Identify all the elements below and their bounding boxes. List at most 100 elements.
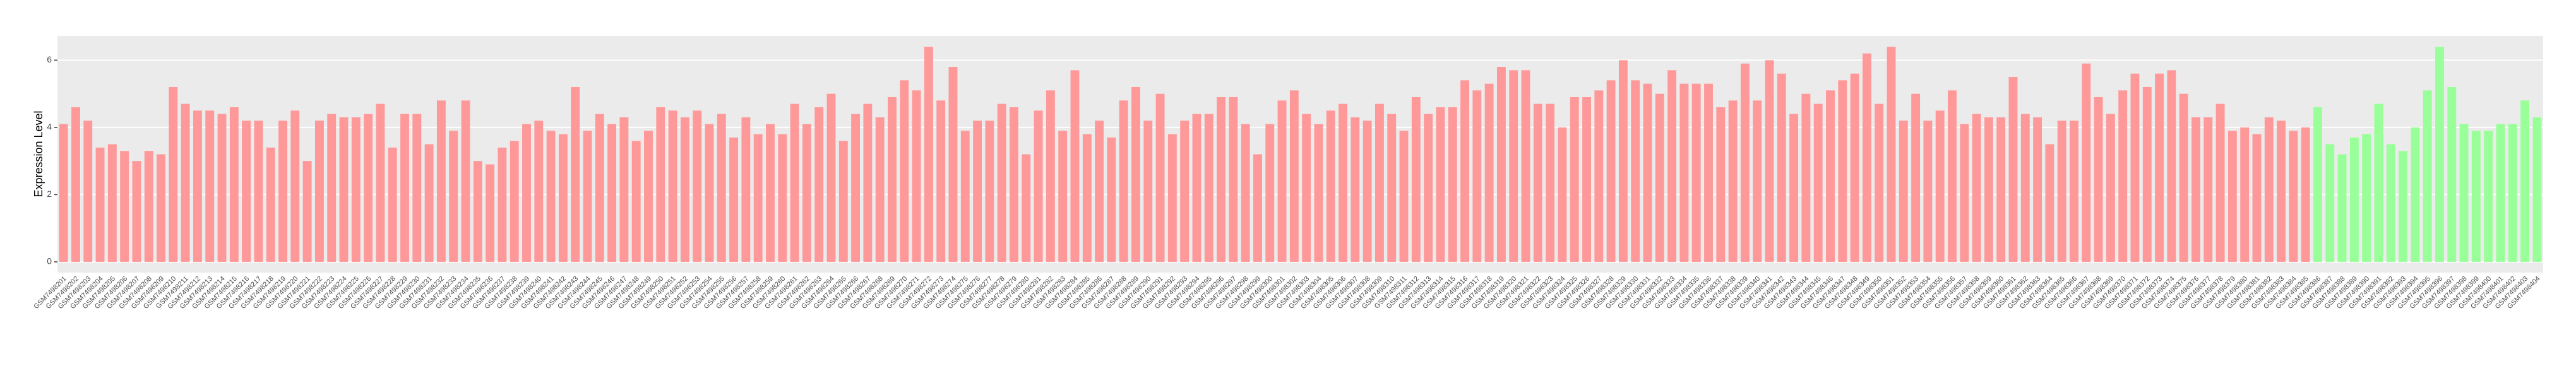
bar [1119, 100, 1128, 262]
bar [1314, 124, 1323, 262]
bar [327, 114, 337, 262]
bar [717, 114, 726, 262]
bar [83, 121, 93, 262]
bar [2435, 47, 2444, 262]
bar [2252, 134, 2262, 262]
bar [741, 117, 751, 262]
bar [2227, 131, 2237, 262]
bar [388, 147, 397, 262]
bar [753, 134, 763, 262]
bar [95, 147, 105, 262]
bar [2264, 117, 2274, 262]
bar [631, 141, 641, 262]
bar [1363, 121, 1372, 262]
bar [546, 131, 556, 262]
bar [1667, 70, 1677, 262]
bar [1436, 107, 1445, 262]
bar [290, 110, 300, 262]
bar [2532, 117, 2542, 262]
bar [1339, 103, 1347, 262]
bar [595, 114, 604, 262]
bar [1826, 90, 1835, 262]
bar [2203, 117, 2213, 262]
bar [1984, 117, 1993, 262]
bar [510, 141, 519, 262]
bar [1155, 93, 1165, 262]
bar [2447, 86, 2457, 262]
bar [1521, 70, 1530, 262]
bar [693, 110, 702, 262]
bar [157, 154, 165, 262]
bar [2313, 107, 2322, 262]
bar [71, 107, 80, 262]
bar [2508, 124, 2517, 262]
bar [534, 121, 544, 262]
bar [229, 107, 239, 262]
bar [1679, 83, 1689, 262]
bar [2349, 137, 2359, 262]
y-tick-label: 2 [47, 189, 52, 199]
bar [851, 114, 861, 262]
bar [668, 110, 677, 262]
bar [1923, 121, 1933, 262]
bar [1935, 110, 1945, 262]
bar [1241, 124, 1250, 262]
bar [1010, 107, 1018, 262]
bar [1374, 103, 1384, 262]
bar [1229, 97, 1238, 262]
bar [2301, 127, 2310, 262]
bar [2459, 124, 2469, 262]
bar [814, 107, 824, 262]
plot-panel [57, 36, 2543, 273]
bar [1022, 154, 1031, 262]
bar [2471, 131, 2481, 262]
y-tick-label: 0 [47, 256, 52, 266]
bar [1496, 67, 1506, 262]
bar [2277, 121, 2286, 262]
bar [1546, 103, 1555, 262]
bar [1472, 90, 1482, 262]
bar [863, 103, 873, 262]
bar [1777, 73, 1786, 262]
bar [571, 86, 580, 262]
bar [2020, 114, 2030, 262]
bar [1411, 97, 1421, 262]
y-axis-title: Expression Level [32, 110, 45, 197]
bar [1143, 121, 1153, 262]
bar [1716, 107, 1726, 262]
bar [473, 161, 482, 262]
bar [778, 134, 787, 262]
bar [144, 151, 153, 262]
bar [2155, 73, 2164, 262]
bar [924, 47, 933, 262]
bar [838, 141, 848, 262]
bar [2094, 97, 2103, 262]
bar [1691, 83, 1701, 262]
bar [1558, 127, 1567, 262]
bar [2411, 127, 2420, 262]
bar [1728, 100, 1738, 262]
bar [875, 117, 885, 262]
bar [2070, 121, 2078, 262]
bar [729, 137, 739, 262]
bar [1594, 90, 1604, 262]
bar [2106, 114, 2115, 262]
bar [132, 161, 141, 262]
bar [436, 100, 446, 262]
bar [1875, 103, 1884, 262]
bar [2399, 151, 2408, 262]
bar [2337, 154, 2347, 262]
bar [351, 117, 361, 262]
bar [2057, 121, 2066, 262]
bars [59, 47, 2542, 262]
bar [802, 124, 811, 262]
bar [1289, 90, 1299, 262]
bar [644, 131, 653, 262]
bar [766, 124, 775, 262]
bar [266, 147, 275, 262]
bar [2386, 144, 2395, 262]
bar [1204, 114, 1213, 262]
bar [619, 117, 629, 262]
bar [1192, 114, 1202, 262]
bar [2191, 117, 2200, 262]
